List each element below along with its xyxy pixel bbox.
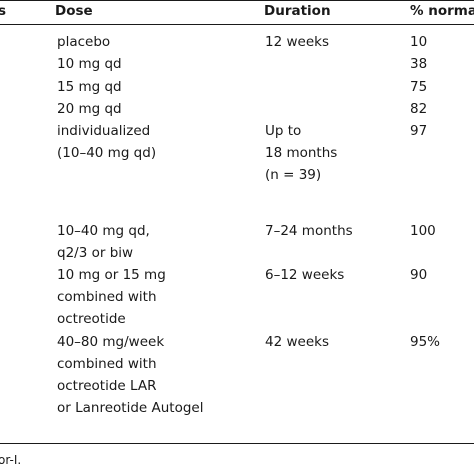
row-3-dose: 20 mg qd [57, 101, 122, 117]
header-col0: s [0, 3, 7, 19]
row-6-pct: 90 [410, 267, 428, 283]
row-0-duration: 12 weeks [265, 34, 329, 50]
header-dose: Dose [55, 3, 93, 19]
row-4-duration: Up to 18 months (n = 39) [265, 123, 338, 183]
row-1-dose: 10 mg qd [57, 56, 122, 72]
row-6-dose: 10 mg or 15 mg combined with octreotide [57, 267, 166, 327]
row-1-pct: 38 [410, 56, 428, 72]
row-7-duration: 42 weeks [265, 334, 329, 350]
table-bottom-rule [0, 443, 474, 444]
row-5-pct: 100 [410, 223, 436, 239]
header-percent-normal: % norma [410, 3, 474, 19]
row-5-dose: 10–40 mg qd, q2/3 or biw [57, 223, 150, 261]
table-footnote: or-I. [0, 453, 22, 467]
row-7-dose: 40–80 mg/week combined with octreotide L… [57, 334, 204, 416]
row-0-dose: placebo [57, 34, 111, 50]
header-rule [0, 24, 474, 25]
row-4-dose: individualized (10–40 mg qd) [57, 123, 157, 161]
row-3-pct: 82 [410, 101, 428, 117]
header-duration: Duration [264, 3, 331, 19]
row-2-pct: 75 [410, 79, 428, 95]
row-6-duration: 6–12 weeks [265, 267, 345, 283]
row-4-pct: 97 [410, 123, 428, 139]
table-top-rule [0, 0, 474, 1]
row-7-pct: 95% [410, 334, 441, 350]
row-5-duration: 7–24 months [265, 223, 353, 239]
row-0-pct: 10 [410, 34, 428, 50]
row-2-dose: 15 mg qd [57, 79, 122, 95]
